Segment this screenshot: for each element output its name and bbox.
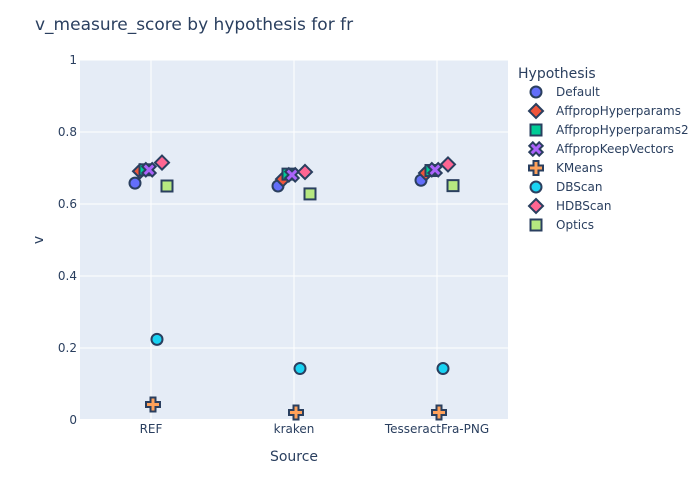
legend: Hypothesis Default AffpropHyperparams Affp… [518,66,689,232]
legend-marker-affpropkeepvectors [527,140,545,158]
legend-marker-default [529,85,543,99]
legend-marker-optics [529,218,543,232]
legend-marker-dbscan [529,180,543,194]
data-point-kmeans [431,404,447,421]
grid [80,59,508,421]
data-point-hdbscan [153,154,171,172]
legend-item-label: KMeans [556,161,603,175]
data-point-kmeans [288,404,304,421]
y-tick-label: 0.6 [58,197,77,211]
x-tick-label: TesseractFra-PNG [384,422,489,436]
chart-title: v_measure_score by hypothesis for fr [35,15,353,35]
x-axis-ticks: REF kraken TesseractFra-PNG [140,422,490,436]
data-point-affpropkeepvectors [283,166,301,183]
x-tick-label: REF [140,422,163,436]
legend-marker-hdbscan [527,197,545,215]
data-point-optics [446,179,460,193]
data-point-dbscan [436,362,450,376]
data-point-kmeans [145,396,161,413]
legend-item-label: AffpropHyperparams [556,104,681,118]
data-point-affpropkeepvectors-shape [426,161,444,178]
y-axis-title: v [31,236,47,244]
data-point-hdbscan [296,163,314,181]
legend-title: Hypothesis [518,66,596,82]
legend-marker-affprophyperparams2 [529,123,543,137]
x-tick-label: kraken [274,422,315,436]
x-axis-title: Source [270,449,318,465]
legend-item-label: AffpropKeepVectors [556,142,674,156]
legend-item-label: Optics [556,218,594,232]
legend-marker-affpropkeepvectors-shape [527,140,545,158]
legend-item-label: HDBScan [556,199,611,213]
legend-item-label: DBScan [556,180,602,194]
data-point-dbscan [293,362,307,376]
data-point-optics [303,187,317,201]
y-tick-label: 0 [69,413,77,427]
data-point-default [128,176,142,190]
legend-marker-kmeans [528,160,544,176]
y-tick-label: 1 [69,53,77,67]
legend-marker-affprophyperparams [527,102,545,120]
data-points [128,154,460,421]
legend-item-label: AffpropHyperparams2 [556,123,689,137]
y-axis-ticks: 0 0.2 0.4 0.6 0.8 1 [58,53,77,427]
data-point-dbscan [150,332,164,346]
data-point-affpropkeepvectors [426,161,444,178]
y-tick-label: 0.2 [58,341,77,355]
data-point-affpropkeepvectors-shape [140,161,158,178]
data-point-optics [160,179,174,193]
legend-item-label: Default [556,85,600,99]
data-point-hdbscan [439,155,457,173]
data-point-affpropkeepvectors [140,161,158,178]
data-point-affpropkeepvectors-shape [283,166,301,183]
y-tick-label: 0.8 [58,125,77,139]
y-tick-label: 0.4 [58,269,77,283]
